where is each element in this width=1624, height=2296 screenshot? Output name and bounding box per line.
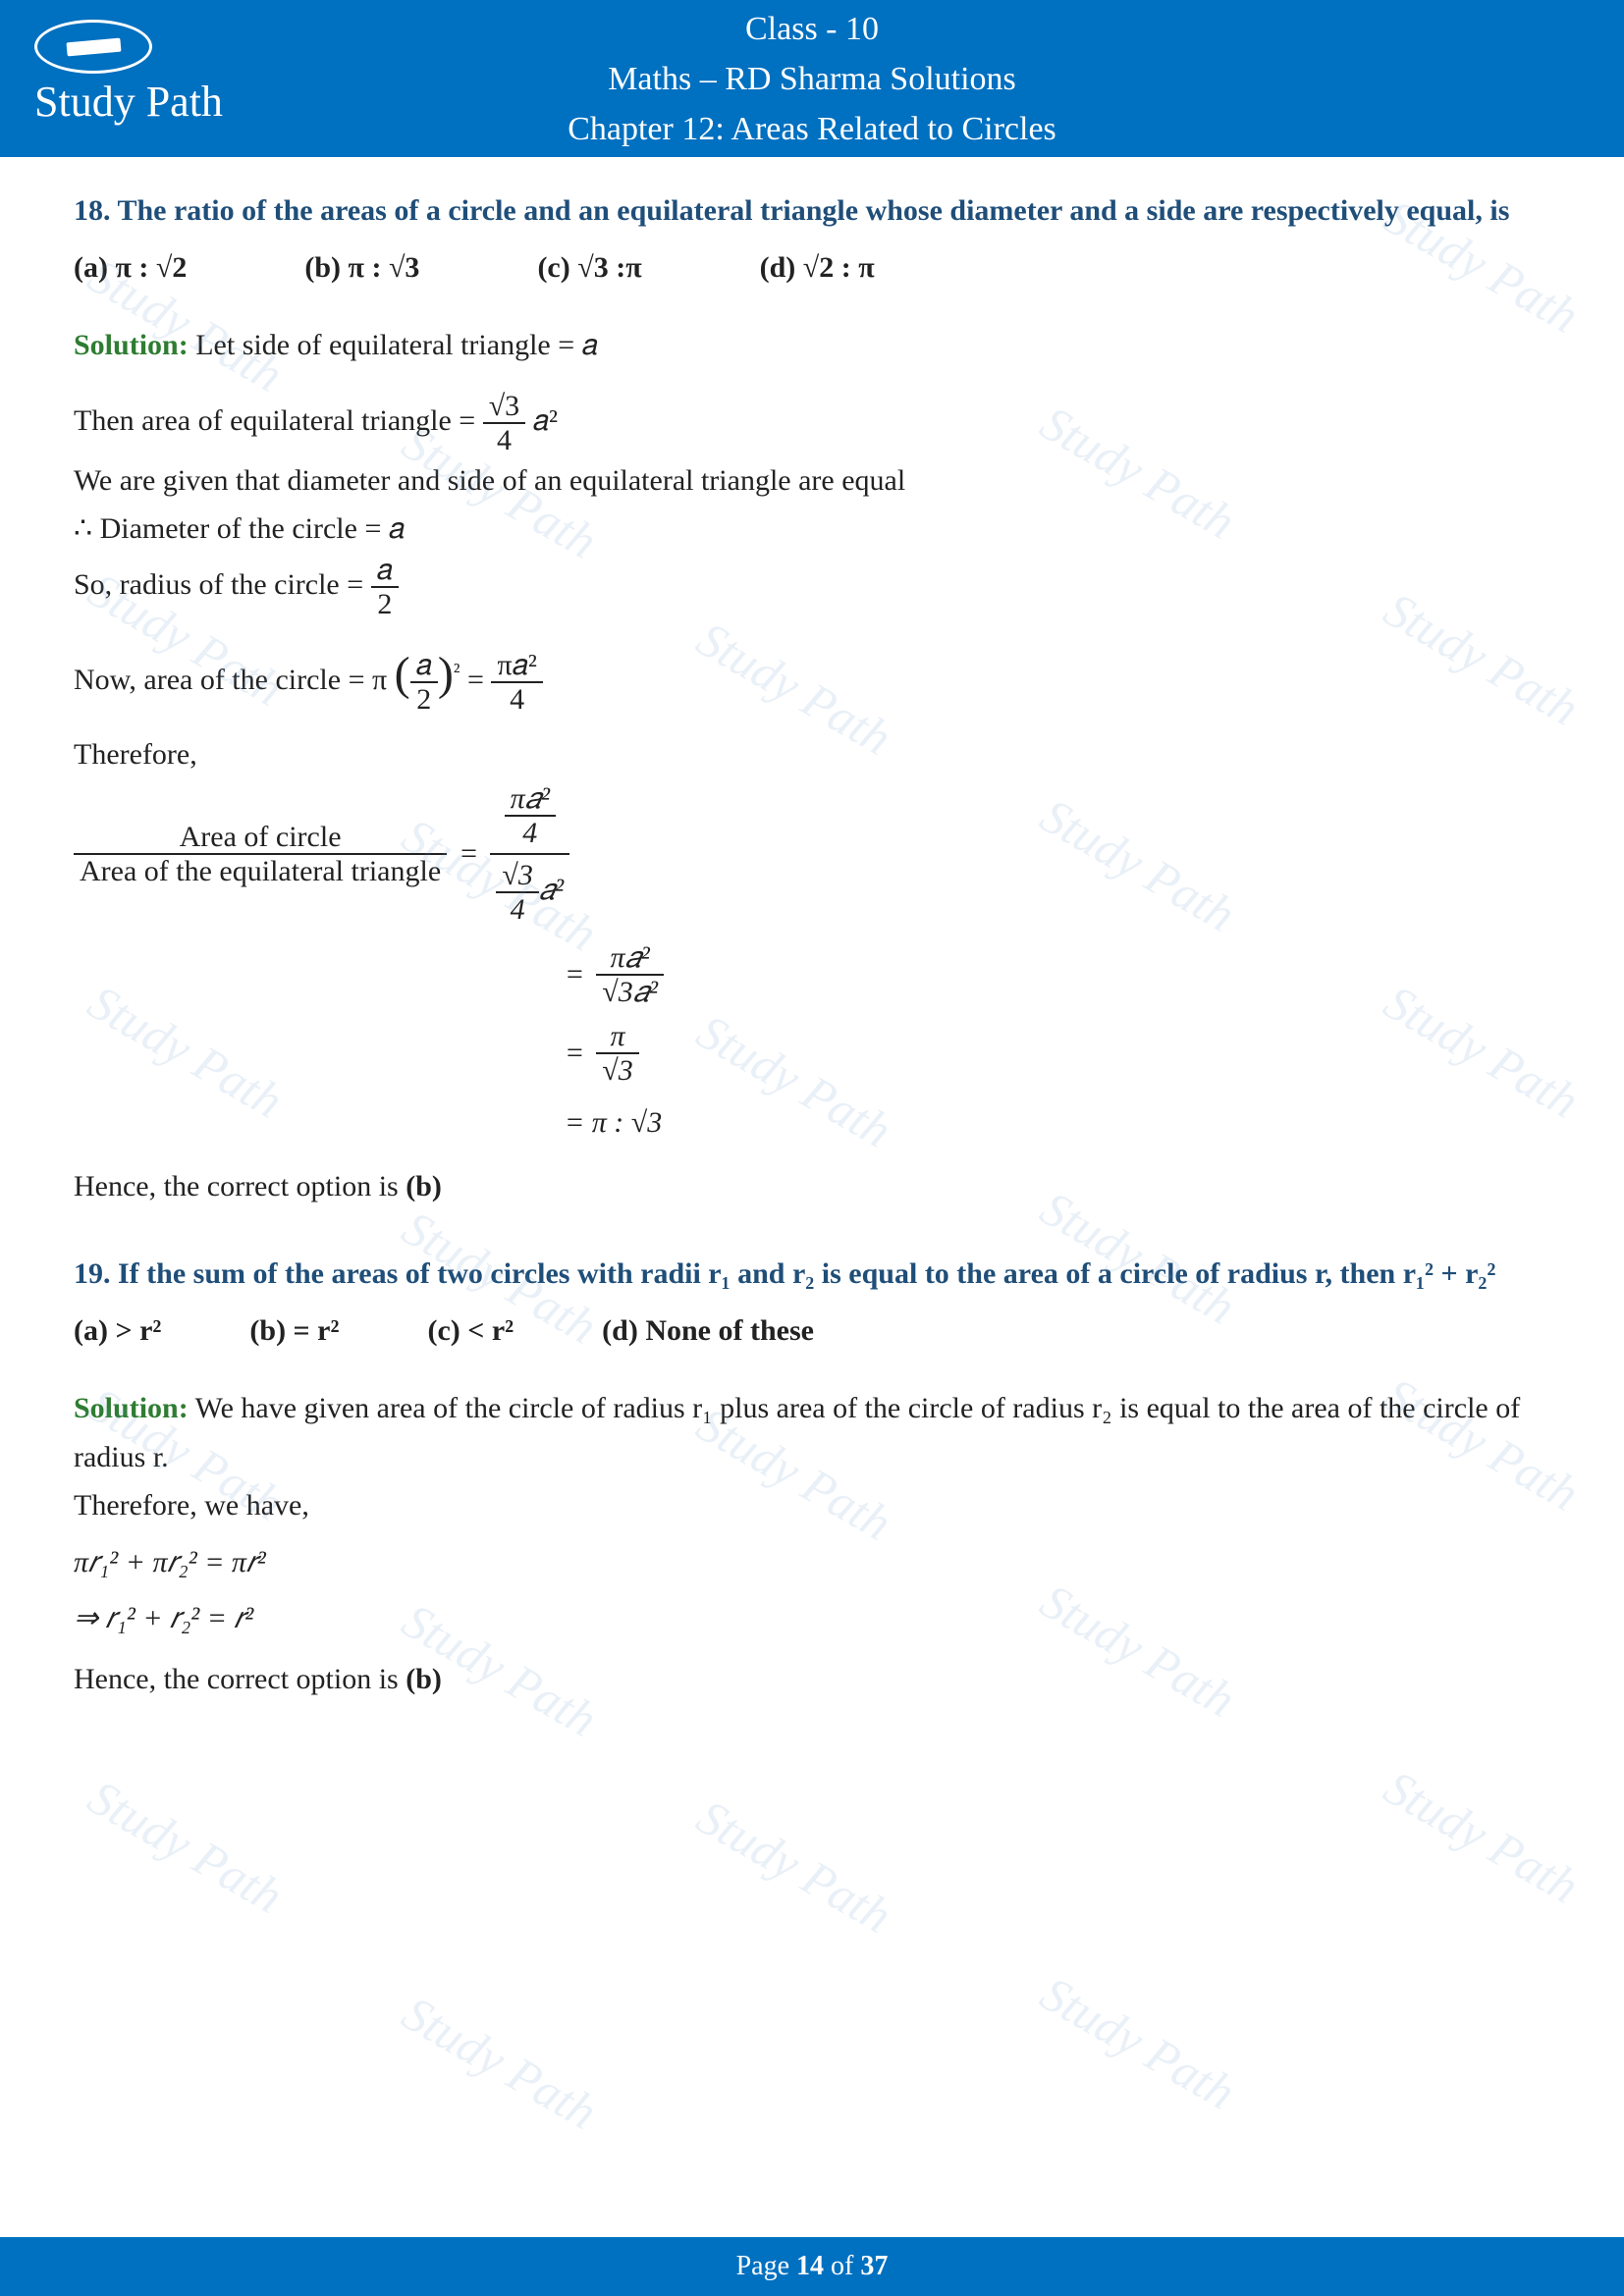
watermark: Study Path — [1025, 1954, 1251, 2131]
watermark: Study Path — [387, 1974, 613, 2151]
logo: Study Path — [34, 20, 223, 127]
q18-ratio-step4: = π : √3 — [565, 1098, 1550, 1148]
watermark: Study Path — [1369, 1748, 1595, 1925]
page-content: Study Path Study Path Study Path Study P… — [0, 157, 1624, 1821]
watermark: Study Path — [1025, 1562, 1251, 1738]
page-header: Study Path Class - 10 Maths – RD Sharma … — [0, 0, 1624, 157]
q19-conclusion: Hence, the correct option is (b) — [74, 1655, 1550, 1704]
footer-page: 14 — [796, 2251, 824, 2281]
subject-line: Maths – RD Sharma Solutions — [0, 54, 1624, 104]
step2-frac: π𝑎² √3𝑎² — [596, 941, 664, 1008]
q19-eq1: π𝑟₁² + π𝑟₂² = π𝑟² — [74, 1538, 1550, 1587]
q19-eq2: ⇒ 𝑟₁² + 𝑟₂² = 𝑟² — [74, 1594, 1550, 1643]
header-text-block: Class - 10 Maths – RD Sharma Solutions C… — [0, 4, 1624, 154]
watermark: Study Path — [73, 1758, 298, 1935]
q18-opt-a: (a) π : √2 — [74, 243, 187, 293]
q19-sol-text: We have given area of the circle of radi… — [74, 1392, 1520, 1473]
eq-sign: = — [467, 664, 491, 696]
q18-options: (a) π : √2 (b) π : √3 (c) √3 :π (d) √2 :… — [74, 243, 1550, 293]
footer-pre: Page — [736, 2251, 796, 2281]
ratio-lhs: Area of circle Area of the equilateral t… — [74, 821, 447, 887]
class-line: Class - 10 — [0, 4, 1624, 54]
q18-ratio-step3: = π √3 — [565, 1020, 1550, 1087]
q18-diameter: ∴ Diameter of the circle = 𝑎 — [74, 505, 1550, 554]
watermark: Study Path — [681, 1778, 907, 1954]
footer-mid: of — [824, 2251, 860, 2281]
q18-question: 18. The ratio of the areas of a circle a… — [74, 187, 1550, 236]
q19-sol: Solution: We have given area of the circ… — [74, 1384, 1550, 1481]
watermark: Study Path — [73, 963, 298, 1140]
radius-fraction: 𝑎 2 — [371, 554, 399, 620]
circ-exp: ² — [454, 659, 460, 683]
circ-pre: Now, area of the circle = π — [74, 664, 387, 696]
q18-ratio-step2: = π𝑎² √3𝑎² — [565, 941, 1550, 1008]
q18-area-tri: Then area of equilateral triangle = √3 4… — [74, 390, 1550, 456]
q18-given: We are given that diameter and side of a… — [74, 456, 1550, 506]
solution-label: Solution: — [74, 1392, 189, 1424]
q19-opt-a: (a) > r² — [74, 1307, 161, 1356]
q19-options: (a) > r² (b) = r² (c) < r² (d) None of t… — [74, 1307, 1550, 1356]
solution-label: Solution: — [74, 329, 189, 361]
tri-fraction: √3 4 — [483, 390, 525, 456]
area-tri-pre: Then area of equilateral triangle = — [74, 403, 483, 436]
q18-sol-line1: Solution: Let side of equilateral triang… — [74, 321, 1550, 370]
circ-result-frac: π𝑎² 4 — [491, 649, 542, 716]
footer-total: 37 — [860, 2251, 888, 2281]
circ-paren-frac: 𝑎 2 — [410, 649, 438, 716]
chapter-line: Chapter 12: Areas Related to Circles — [0, 104, 1624, 154]
q18-opt-d: (d) √2 : π — [760, 243, 875, 293]
pen-icon — [34, 20, 152, 74]
ratio-rhs: π𝑎²4 √34𝑎² — [490, 778, 569, 930]
q19-opt-d: (d) None of these — [602, 1307, 814, 1356]
q18-conclusion: Hence, the correct option is (b) — [74, 1162, 1550, 1211]
q19-opt-c: (c) < r² — [427, 1307, 514, 1356]
step3-frac: π √3 — [596, 1020, 638, 1087]
q19-opt-b: (b) = r² — [249, 1307, 339, 1356]
page-footer: Page 14 of 37 — [0, 2237, 1624, 2296]
tri-post: 𝑎² — [533, 403, 558, 436]
q19-question: 19. If the sum of the areas of two circl… — [74, 1250, 1550, 1299]
logo-text: Study Path — [34, 77, 223, 127]
q18-sol-rest: Let side of equilateral triangle = 𝑎 — [189, 329, 598, 361]
q18-radius: So, radius of the circle = 𝑎 2 — [74, 554, 1550, 620]
q18-ratio-step1: Area of circle Area of the equilateral t… — [74, 778, 1550, 930]
q19-therefore: Therefore, we have, — [74, 1481, 1550, 1530]
q18-therefore: Therefore, — [74, 730, 1550, 779]
q18-opt-c: (c) √3 :π — [537, 243, 641, 293]
radius-pre: So, radius of the circle = — [74, 567, 371, 600]
q18-opt-b: (b) π : √3 — [304, 243, 419, 293]
q18-area-circle: Now, area of the circle = π ( 𝑎 2 )² = π… — [74, 635, 1550, 716]
